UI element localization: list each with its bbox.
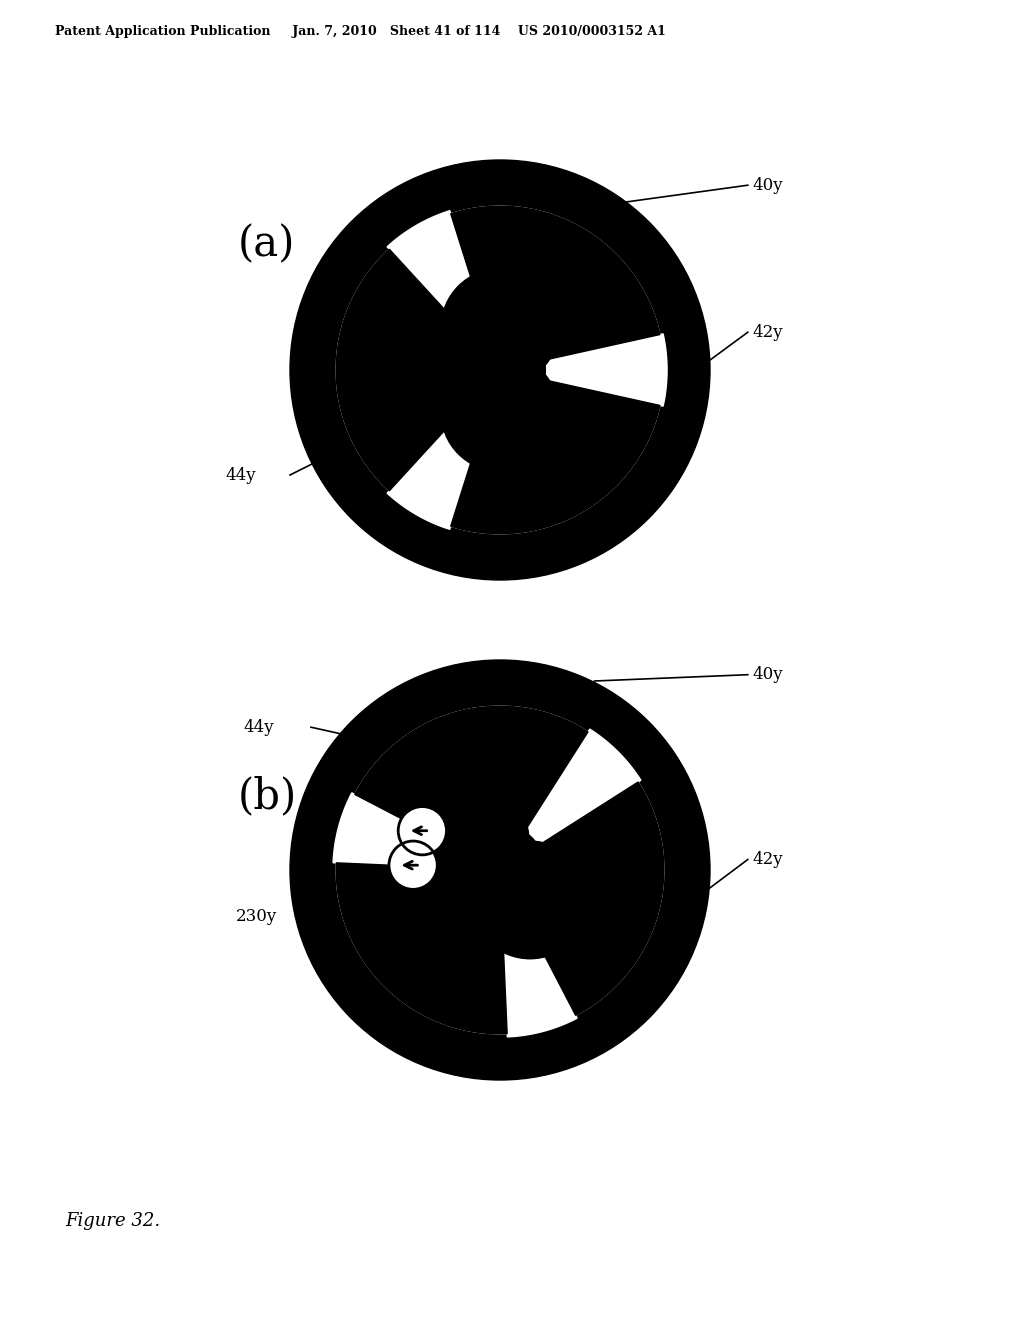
Polygon shape [387,370,500,529]
Circle shape [412,781,528,899]
Polygon shape [500,781,664,1015]
Text: Patent Application Publication     Jan. 7, 2010   Sheet 41 of 114    US 2010/000: Patent Application Publication Jan. 7, 2… [55,25,666,38]
Polygon shape [500,334,667,407]
Circle shape [290,660,710,1080]
Polygon shape [333,793,500,870]
Circle shape [473,843,526,896]
Polygon shape [500,870,578,1038]
Text: (b): (b) [238,776,297,817]
Text: 230y: 230y [236,908,278,925]
Circle shape [441,269,559,387]
Circle shape [473,343,526,396]
Text: Figure 32.: Figure 32. [65,1212,160,1230]
Circle shape [336,706,664,1034]
Text: 40y: 40y [753,177,783,194]
Circle shape [471,841,589,958]
Polygon shape [387,211,500,370]
Polygon shape [451,370,659,533]
Circle shape [389,841,437,890]
Circle shape [455,825,546,915]
Text: 44y: 44y [243,718,273,735]
Circle shape [336,206,664,533]
Polygon shape [336,863,507,1034]
Text: (a): (a) [238,223,295,265]
Text: 40y: 40y [753,667,783,684]
Circle shape [290,160,710,579]
Polygon shape [354,706,588,870]
Circle shape [398,807,446,855]
Polygon shape [336,249,500,491]
Polygon shape [451,206,659,370]
Text: 44y: 44y [225,466,256,483]
Circle shape [455,325,546,416]
Circle shape [441,354,559,471]
Polygon shape [500,729,641,870]
Text: 42y: 42y [753,851,783,869]
Text: 42y: 42y [753,323,783,341]
